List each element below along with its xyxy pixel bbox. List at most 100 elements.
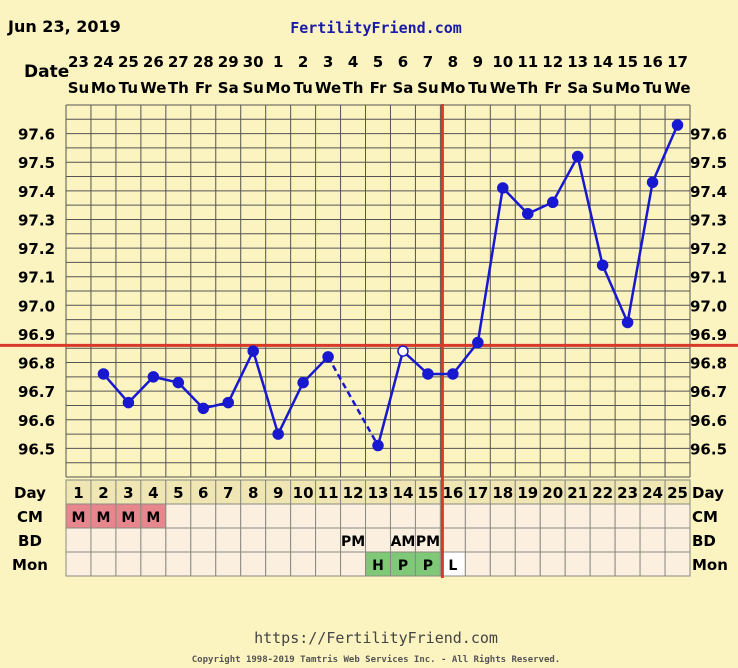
row-cell-day bbox=[664, 479, 691, 505]
row-cell-mon bbox=[614, 551, 641, 577]
row-cell-text-bd: AM bbox=[391, 534, 416, 550]
y-tick-label-left: 97.5 bbox=[18, 154, 55, 172]
row-cell-bd bbox=[265, 527, 292, 553]
y-tick-label-right: 96.7 bbox=[690, 383, 727, 401]
row-cell-text-mon: P bbox=[423, 558, 433, 574]
weekday-label: Mo bbox=[91, 79, 116, 97]
series-segment bbox=[551, 155, 579, 203]
row-cell-text-day: 25 bbox=[667, 484, 688, 502]
row-cell-mon bbox=[639, 551, 666, 577]
row-cell-text-day: 5 bbox=[173, 484, 183, 502]
weekday-label: We bbox=[315, 79, 341, 97]
row-cell-day bbox=[190, 479, 217, 505]
row-cell-text-day: 1 bbox=[73, 484, 83, 502]
weekday-label: Tu bbox=[293, 79, 312, 97]
site-name[interactable]: FertilityFriend.com bbox=[290, 19, 462, 37]
data-point bbox=[172, 376, 185, 389]
row-label-mon-right: Mon bbox=[692, 556, 728, 574]
row-cell-cm bbox=[190, 503, 217, 529]
row-cell-bd bbox=[414, 527, 441, 553]
date-label: 15 bbox=[617, 53, 638, 71]
weekday-label: Su bbox=[68, 79, 89, 97]
row-cell-text-cm: M bbox=[146, 510, 160, 526]
row-cell-text-day: 23 bbox=[617, 484, 638, 502]
row-cell-bd bbox=[90, 527, 117, 553]
row-cell-cm bbox=[664, 503, 691, 529]
row-cell-text-day: 21 bbox=[567, 484, 588, 502]
row-label-day-right: Day bbox=[692, 484, 724, 502]
weekday-label: Fr bbox=[195, 79, 212, 97]
y-tick-label-left: 96.9 bbox=[18, 326, 55, 344]
row-cell-text-day: 7 bbox=[223, 484, 233, 502]
weekday-label: Mo bbox=[615, 79, 640, 97]
coverline-and-ovulation bbox=[0, 104, 738, 578]
date-label: 9 bbox=[473, 53, 483, 71]
date-label: 24 bbox=[93, 53, 114, 71]
data-point bbox=[422, 368, 434, 380]
date-label: 10 bbox=[492, 53, 513, 71]
row-cell-cm bbox=[165, 503, 192, 529]
y-tick-label-right: 97.4 bbox=[690, 183, 727, 201]
date-label: 23 bbox=[68, 53, 89, 71]
data-point bbox=[447, 368, 459, 380]
row-cell-text-cm: M bbox=[72, 510, 86, 526]
row-cell-bd bbox=[614, 527, 641, 553]
row-cell-day bbox=[290, 479, 317, 505]
row-cell-cm bbox=[539, 503, 566, 529]
weekday-label: We bbox=[664, 79, 690, 97]
data-point bbox=[247, 345, 259, 357]
footer-url[interactable]: https://FertilityFriend.com bbox=[254, 629, 498, 647]
date-label: 1 bbox=[273, 53, 283, 71]
weekday-label: Fr bbox=[544, 79, 561, 97]
row-cell-cm bbox=[365, 503, 391, 529]
weekday-label: Th bbox=[517, 79, 538, 97]
date-label: 2 bbox=[298, 53, 308, 71]
row-cell-text-day: 22 bbox=[592, 484, 613, 502]
row-cell-cm bbox=[564, 503, 591, 529]
row-cell-text-day: 24 bbox=[642, 484, 663, 502]
weekday-label: Th bbox=[343, 79, 364, 97]
row-label-mon-left: Mon bbox=[12, 556, 48, 574]
date-label: 14 bbox=[592, 53, 613, 71]
row-cell-text-day: 13 bbox=[368, 484, 389, 502]
date-label: 4 bbox=[348, 53, 358, 71]
row-cell-day bbox=[215, 479, 242, 505]
temperature-grid bbox=[65, 104, 691, 478]
series-segment bbox=[227, 350, 255, 404]
row-cell-text-cm: M bbox=[96, 510, 110, 526]
row-cell-text-bd: PM bbox=[416, 534, 440, 550]
series-segment bbox=[651, 124, 679, 183]
series-segment bbox=[626, 182, 654, 323]
weekday-label: Su bbox=[592, 79, 613, 97]
row-cell-text-day: 8 bbox=[248, 484, 258, 502]
y-tick-label-left: 97.1 bbox=[18, 269, 55, 287]
date-label: 30 bbox=[243, 53, 264, 71]
row-cell-bd bbox=[564, 527, 591, 553]
row-cell-bd bbox=[639, 527, 666, 553]
footer-copyright: Copyright 1998-2019 Tamtris Web Services… bbox=[192, 654, 560, 665]
axis-labels: 97.6 97.6 97.5 97.5 97.4 97.4 97.3 97.3 97.2 97.2… bbox=[12, 53, 728, 574]
series-segment bbox=[252, 350, 280, 435]
row-cell-cm bbox=[439, 503, 466, 529]
weekday-label: Mo bbox=[266, 79, 291, 97]
data-point bbox=[97, 368, 110, 380]
row-cell-day bbox=[414, 479, 441, 505]
y-tick-label-right: 96.5 bbox=[690, 440, 727, 458]
data-point bbox=[497, 182, 509, 194]
row-cell-cm bbox=[140, 503, 167, 529]
data-point bbox=[197, 402, 210, 415]
weekday-label: Mo bbox=[440, 79, 465, 97]
data-point bbox=[571, 150, 584, 163]
date-label: 3 bbox=[323, 53, 333, 71]
data-point bbox=[546, 196, 559, 209]
data-point bbox=[122, 396, 135, 409]
series-segment bbox=[501, 187, 529, 215]
y-tick-label-right: 96.8 bbox=[690, 355, 727, 373]
weekday-label: Tu bbox=[468, 79, 487, 97]
row-cell-cm bbox=[514, 503, 541, 529]
row-label-cm-left: CM bbox=[17, 508, 43, 526]
row-cell-bd bbox=[439, 527, 466, 553]
row-cell-mon bbox=[265, 551, 292, 577]
row-cell-text-cm: M bbox=[121, 510, 135, 526]
row-cell-bd bbox=[589, 527, 616, 553]
